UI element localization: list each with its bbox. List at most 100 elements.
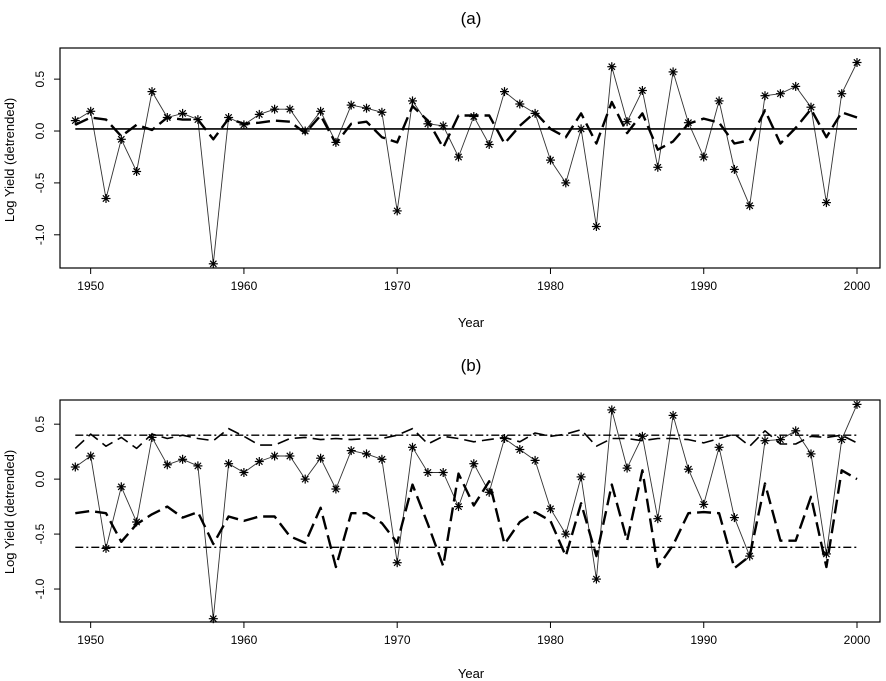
x-tick-label: 1990: [690, 633, 717, 647]
data-point-star-marker: [469, 459, 479, 469]
data-point-star-marker: [101, 194, 111, 203]
data-point-star-marker: [500, 87, 509, 97]
y-tick-label: -1.0: [33, 224, 47, 245]
panel-a-x-label: Year: [458, 315, 485, 330]
data-point-star-marker: [423, 119, 433, 129]
panel-a-plot-frame: [59, 47, 881, 269]
data-point-star-marker: [469, 112, 479, 121]
data-point-star-marker: [546, 155, 555, 165]
series-thick-dashed-line: [74, 100, 858, 151]
data-point-star-marker: [637, 86, 647, 95]
data-point-star-marker: [285, 451, 295, 461]
data-point-star-marker: [147, 87, 157, 97]
data-point-star-marker: [637, 431, 647, 441]
data-point-star-marker: [745, 201, 755, 211]
data-point-star-marker: [484, 140, 494, 149]
x-tick-label: 1970: [384, 279, 411, 293]
data-point-star-marker: [699, 499, 709, 509]
y-tick-label: 0.5: [33, 70, 47, 87]
data-point-star-marker: [591, 574, 601, 584]
data-point-star-marker: [362, 449, 371, 459]
data-point-star-marker: [132, 167, 142, 176]
data-point-star-marker: [653, 514, 663, 524]
x-tick-label: 1980: [537, 633, 564, 647]
data-point-star-marker: [500, 434, 509, 443]
data-point-star-marker: [285, 104, 295, 114]
series-thick-dashed-lower-line: [75, 469, 858, 570]
data-point-star-marker: [561, 178, 571, 188]
data-point-star-marker: [622, 463, 632, 473]
data-point-star-marker: [70, 462, 80, 472]
x-tick-label: 1980: [537, 279, 564, 293]
data-point-star-marker: [760, 436, 770, 446]
panel-b-y-label: Log Yield (detrended): [2, 450, 17, 574]
data-point-star-marker: [239, 468, 249, 477]
panel-b-title: (b): [461, 356, 482, 375]
data-point-star-marker: [178, 108, 188, 118]
data-point-star-marker: [775, 435, 785, 445]
data-point-star-marker: [193, 461, 203, 471]
data-point-star-marker: [806, 102, 816, 112]
data-point-star-marker: [438, 121, 448, 131]
series-thin-solid-with-star-markers-line: [75, 404, 858, 620]
panel-a-y-label: Log Yield (detrended): [2, 98, 17, 222]
x-tick-label: 1960: [231, 633, 258, 647]
x-tick-label: 1950: [77, 633, 104, 647]
data-point-star-marker: [775, 89, 785, 99]
data-point-star-marker: [70, 116, 80, 126]
data-point-star-marker: [300, 474, 310, 484]
series-thick-dashed-upper-line: [74, 427, 858, 450]
data-point-star-marker: [377, 454, 387, 464]
panel-b-plot-frame: [59, 399, 881, 623]
data-point-star-marker: [837, 435, 847, 445]
data-point-star-marker: [454, 152, 463, 162]
data-point-star-marker: [806, 449, 816, 459]
data-point-star-marker: [316, 106, 326, 116]
data-point-star-marker: [546, 504, 555, 514]
data-point-star-marker: [576, 124, 586, 134]
data-point-star-marker: [852, 399, 862, 409]
data-point-star-marker: [331, 484, 341, 494]
panel-b: (b) 1950 1960 1970 1980 1990 2000 0.5 0.0 -0.5 -…: [2, 356, 881, 681]
data-point-star-marker: [729, 164, 739, 174]
data-point-star-marker: [346, 446, 356, 456]
data-point-star-marker: [331, 137, 341, 147]
data-point-star-marker: [270, 451, 280, 461]
data-point-star-marker: [239, 120, 249, 130]
data-point-star-marker: [86, 106, 96, 116]
data-point-star-marker: [423, 468, 433, 477]
data-point-star-marker: [362, 103, 371, 113]
data-point-star-marker: [224, 113, 234, 122]
data-point-star-marker: [530, 455, 540, 465]
panel-b-x-axis: 1950 1960 1970 1980 1990 2000: [77, 622, 871, 647]
data-point-star-marker: [377, 107, 387, 117]
data-point-star-marker: [300, 126, 310, 136]
data-point-star-marker: [116, 134, 126, 144]
data-point-star-marker: [408, 96, 417, 106]
y-tick-label: 0.5: [33, 416, 47, 433]
data-point-star-marker: [438, 468, 448, 477]
y-tick-label: 0.0: [33, 470, 47, 487]
panel-a-y-axis: 0.5 0.0 -0.5 -1.0: [33, 70, 60, 245]
y-tick-label: 0.0: [33, 122, 47, 139]
x-tick-label: 2000: [844, 633, 871, 647]
data-point-star-marker: [178, 454, 188, 464]
data-point-star-marker: [346, 100, 356, 110]
data-point-star-marker: [607, 405, 617, 415]
data-point-star-marker: [515, 99, 525, 109]
data-point-star-marker: [683, 464, 693, 474]
y-tick-label: -0.5: [33, 523, 47, 544]
data-point-star-marker: [607, 62, 617, 72]
panel-a: (a) 1950 1960 1970 1980 1990 2000 0.5 0.0 -0.5 -…: [2, 9, 881, 330]
data-point-star-marker: [622, 117, 632, 127]
data-point-star-marker: [254, 109, 264, 119]
data-point-star-marker: [852, 58, 862, 67]
x-tick-label: 1950: [77, 279, 104, 293]
x-tick-label: 1990: [690, 279, 717, 293]
data-point-star-marker: [745, 551, 755, 561]
data-point-star-marker: [208, 259, 218, 269]
data-point-star-marker: [101, 543, 111, 553]
data-point-star-marker: [653, 162, 663, 172]
data-point-star-marker: [791, 81, 801, 91]
